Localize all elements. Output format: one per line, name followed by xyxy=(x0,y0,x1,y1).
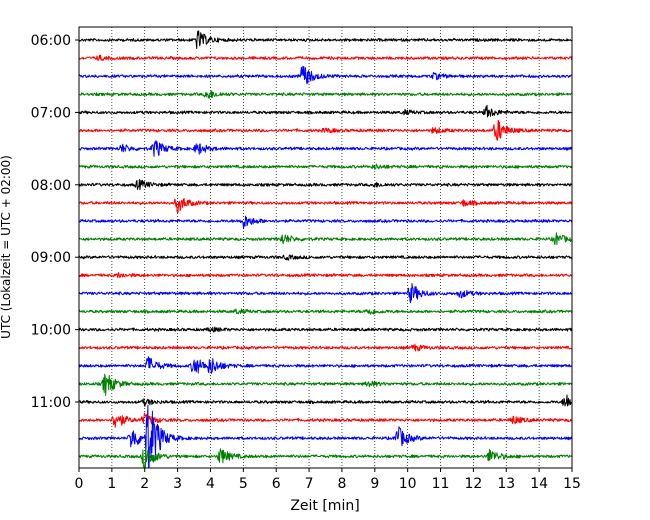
y-tick-label: 09:00 xyxy=(31,250,71,266)
x-tick-label: 15 xyxy=(563,476,581,492)
y-tick-label: 08:00 xyxy=(31,178,71,194)
x-tick-label: 2 xyxy=(140,476,149,492)
x-tick-label: 7 xyxy=(305,476,314,492)
y-tick-label: 06:00 xyxy=(31,33,71,49)
trace-1045 xyxy=(79,373,572,396)
trace-1130 xyxy=(79,404,572,468)
trace-0745 xyxy=(79,163,572,170)
trace-0900 xyxy=(79,254,572,261)
trace-0930 xyxy=(79,283,572,304)
x-axis-label: Zeit [min] xyxy=(290,498,359,514)
x-tick-label: 10 xyxy=(399,476,417,492)
x-tick-label: 1 xyxy=(107,476,116,492)
trace-0830 xyxy=(79,215,572,230)
x-tick-label: 9 xyxy=(370,476,379,492)
trace-0700 xyxy=(79,104,572,118)
trace-0630 xyxy=(79,65,572,85)
trace-0915 xyxy=(79,272,572,279)
x-tick-label: 8 xyxy=(337,476,346,492)
x-tick-label: 5 xyxy=(239,476,248,492)
trace-1015 xyxy=(79,343,572,352)
y-tick-label: 10:00 xyxy=(31,323,71,339)
trace-0815 xyxy=(79,198,572,214)
y-tick-label: 11:00 xyxy=(31,395,71,411)
plot-frame xyxy=(78,26,573,469)
trace-1145 xyxy=(79,446,572,468)
x-axis: 0 1 2 3 4 5 6 7 8 9 10 11 12 13 14 15 xyxy=(75,468,581,492)
trace-1100 xyxy=(79,394,572,407)
trace-0730 xyxy=(79,140,572,157)
trace-1030 xyxy=(79,356,572,374)
trace-0945 xyxy=(79,308,572,315)
y-axis-label: UTC (Lokalzeit = UTC + 02:00) xyxy=(0,155,13,339)
trace-1115 xyxy=(79,412,572,428)
trace-0600 xyxy=(79,30,572,49)
y-tick-label: 07:00 xyxy=(31,105,71,121)
x-tick-label: 11 xyxy=(432,476,450,492)
x-tick-label: 13 xyxy=(497,476,515,492)
trace-0615 xyxy=(79,54,572,62)
x-tick-label: 12 xyxy=(464,476,482,492)
trace-0800 xyxy=(79,179,572,191)
trace-0645 xyxy=(79,90,572,99)
trace-0715 xyxy=(79,119,572,141)
x-tick-label: 4 xyxy=(206,476,215,492)
y-axis: 06:00 07:00 08:00 09:00 10:00 11:00 xyxy=(31,33,79,411)
x-tick-label: 14 xyxy=(530,476,548,492)
x-tick-label: 6 xyxy=(272,476,281,492)
x-tick-label: 3 xyxy=(173,476,182,492)
trace-1000 xyxy=(79,326,572,333)
trace-0845 xyxy=(79,232,572,246)
x-tick-label: 0 xyxy=(75,476,84,492)
traces xyxy=(79,30,572,468)
